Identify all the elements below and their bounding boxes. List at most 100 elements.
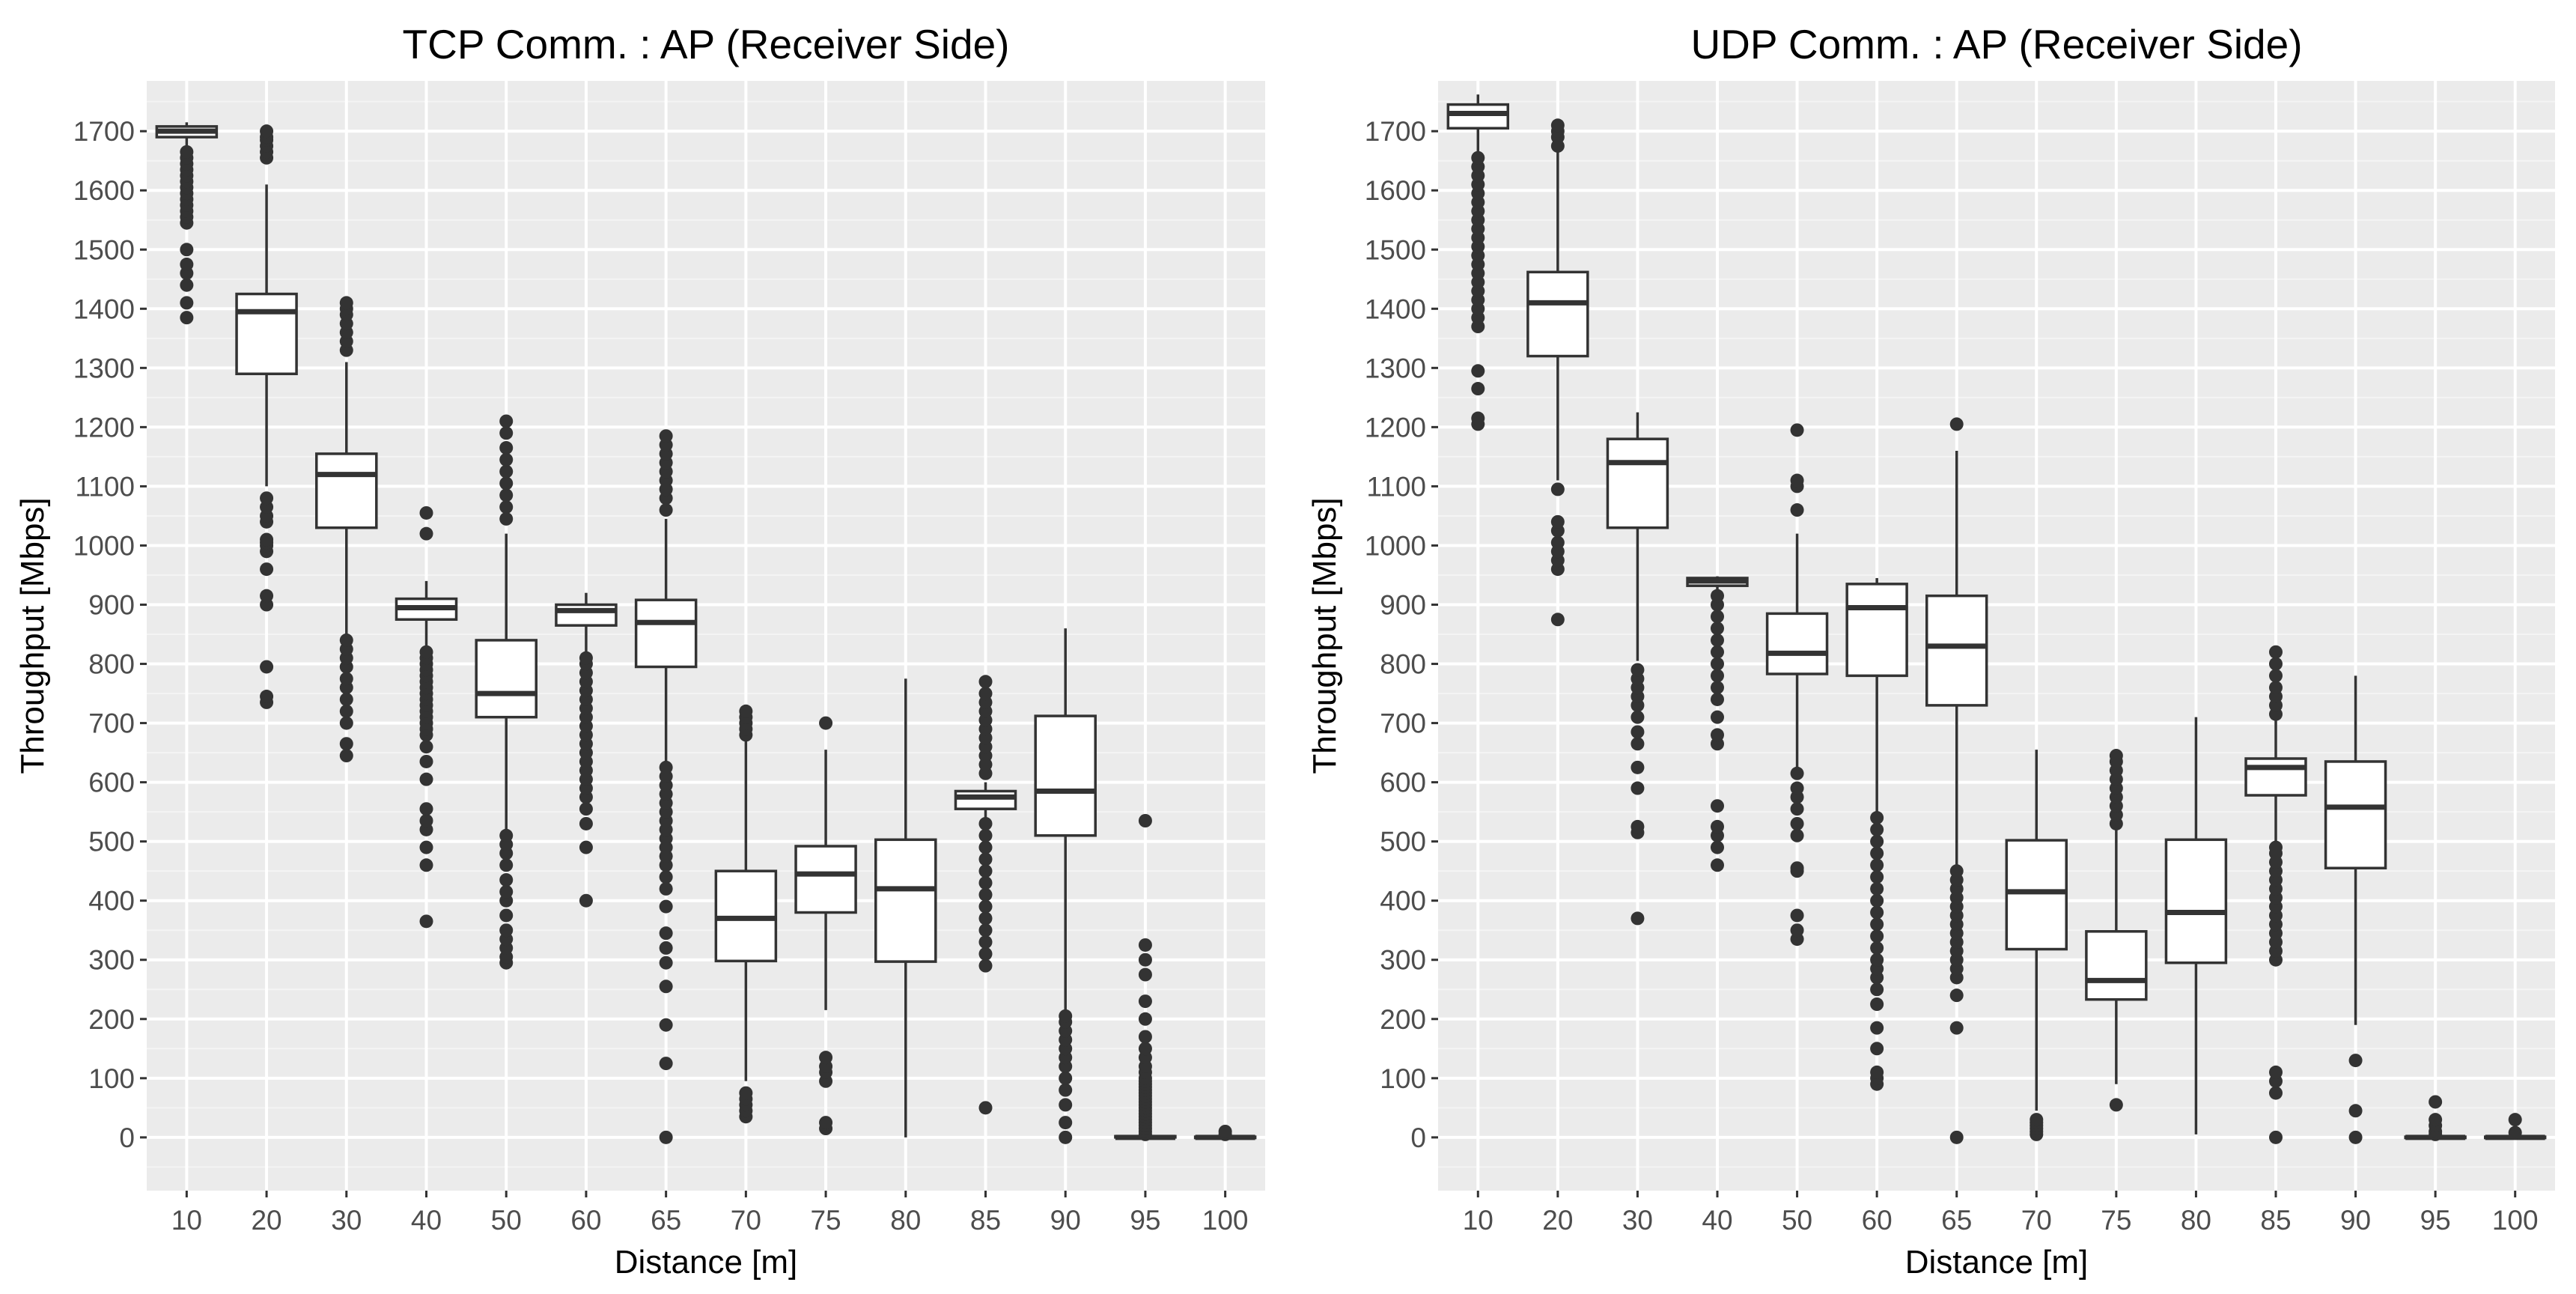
interquartile-box — [2324, 760, 2387, 869]
outlier-point — [260, 562, 274, 577]
outlier-point — [1711, 669, 1724, 683]
outlier-point — [419, 754, 433, 768]
outlier-point — [579, 893, 593, 908]
outlier-point — [659, 870, 673, 884]
tcp-box-40m — [395, 505, 458, 929]
interquartile-box — [1034, 714, 1097, 837]
outlier-point — [2109, 1098, 2123, 1112]
outlier-point — [2269, 1130, 2283, 1144]
outlier-point — [2269, 681, 2283, 695]
outlier-point — [1790, 473, 1804, 487]
udp-box-90m — [2324, 675, 2387, 1144]
outlier-point — [499, 884, 514, 899]
interquartile-box — [1446, 103, 1509, 130]
udp-box-70m — [2005, 750, 2068, 1141]
udp-y-tick-label: 1200 — [1365, 412, 1426, 443]
udp-y-tick-label: 400 — [1380, 886, 1426, 917]
outlier-point — [1790, 828, 1804, 842]
udp-x-tick-label: 50 — [1782, 1205, 1812, 1236]
tcp-x-tick-label: 65 — [651, 1205, 681, 1236]
outlier-point — [1711, 728, 1724, 742]
outlier-point — [2429, 1095, 2443, 1109]
outlier-point — [499, 908, 514, 923]
outlier-point — [739, 704, 753, 718]
udp-y-tick-label: 1600 — [1365, 175, 1426, 206]
outlier-point — [1790, 861, 1804, 875]
tcp-box-60m — [555, 592, 618, 908]
outlier-point — [1711, 819, 1724, 833]
udp-x-tick-label: 20 — [1542, 1205, 1573, 1236]
outlier-point — [1870, 881, 1884, 896]
tcp-y-tick-label: 1200 — [73, 412, 135, 443]
udp-x-tick-label: 100 — [2492, 1205, 2539, 1236]
outlier-point — [1870, 982, 1884, 997]
outlier-point — [2269, 1065, 2283, 1079]
outlier-point — [659, 503, 673, 517]
tcp-x-tick-label: 20 — [251, 1205, 281, 1236]
outlier-point — [339, 692, 353, 706]
outlier-point — [419, 814, 433, 827]
udp-x-tick-label: 60 — [1862, 1205, 1893, 1236]
outlier-point — [978, 911, 993, 926]
outlier-point — [499, 464, 514, 479]
outlier-point — [978, 1101, 993, 1115]
udp-x-tick-label: 10 — [1463, 1205, 1493, 1236]
udp-box-60m — [1845, 577, 1908, 1091]
tcp-box-75m — [794, 716, 857, 1136]
outlier-point — [1870, 1042, 1884, 1056]
tcp-y-tick-label: 600 — [88, 768, 135, 798]
outlier-point — [978, 935, 993, 950]
udp-plot-background — [1438, 81, 2555, 1191]
tcp-y-tick-label: 100 — [88, 1063, 135, 1094]
outlier-point — [260, 690, 274, 704]
outlier-point — [499, 441, 514, 455]
outlier-point — [499, 923, 514, 938]
outlier-point — [978, 959, 993, 973]
udp-x-tick-label: 30 — [1622, 1205, 1653, 1236]
udp-box-20m — [1526, 118, 1589, 627]
udp-x-tick-label: 90 — [2340, 1205, 2371, 1236]
outlier-point — [180, 311, 194, 325]
outlier-point — [1138, 968, 1152, 982]
outlier-point — [180, 278, 194, 292]
outlier-point — [419, 645, 433, 659]
outlier-point — [1711, 610, 1724, 624]
udp-y-tick-label: 300 — [1380, 945, 1426, 976]
outlier-point — [2269, 840, 2283, 854]
outlier-point — [1711, 633, 1724, 647]
outlier-point — [1471, 151, 1485, 165]
tcp-box-30m — [315, 296, 378, 763]
outlier-point — [2429, 1113, 2443, 1127]
udp-x-tick-label: 70 — [2021, 1205, 2052, 1236]
outlier-point — [1870, 1021, 1884, 1035]
tcp-x-tick-label: 30 — [331, 1205, 362, 1236]
outlier-point — [1711, 681, 1724, 695]
udp-y-tick-label: 1000 — [1365, 530, 1426, 561]
tcp-x-tick-label: 85 — [970, 1205, 1001, 1236]
outlier-point — [1059, 1098, 1073, 1112]
outlier-point — [1550, 514, 1565, 529]
udp-x-tick-label: 40 — [1702, 1205, 1732, 1236]
outlier-point — [819, 1116, 833, 1130]
udp-y-tick-label: 1700 — [1365, 116, 1426, 147]
outlier-point — [1550, 535, 1565, 550]
udp-y-tick-label: 100 — [1380, 1063, 1426, 1094]
outlier-point — [1630, 819, 1645, 833]
udp-box-85m — [2244, 645, 2307, 1144]
udp-y-tick-label: 0 — [1410, 1123, 1426, 1153]
outlier-point — [579, 802, 593, 816]
outlier-point — [1870, 917, 1884, 932]
udp-y-tick-label: 1300 — [1365, 353, 1426, 383]
tcp-box-65m — [634, 429, 698, 1144]
outlier-point — [1870, 858, 1884, 872]
tcp-y-tick-label: 1600 — [73, 175, 135, 206]
interquartile-box — [794, 845, 857, 914]
outlier-point — [260, 532, 274, 547]
interquartile-box — [475, 639, 538, 719]
outlier-point — [339, 704, 353, 718]
interquartile-box — [1606, 437, 1669, 529]
interquartile-box — [2005, 839, 2068, 951]
outlier-point — [2508, 1126, 2522, 1140]
interquartile-box — [2085, 930, 2148, 1001]
